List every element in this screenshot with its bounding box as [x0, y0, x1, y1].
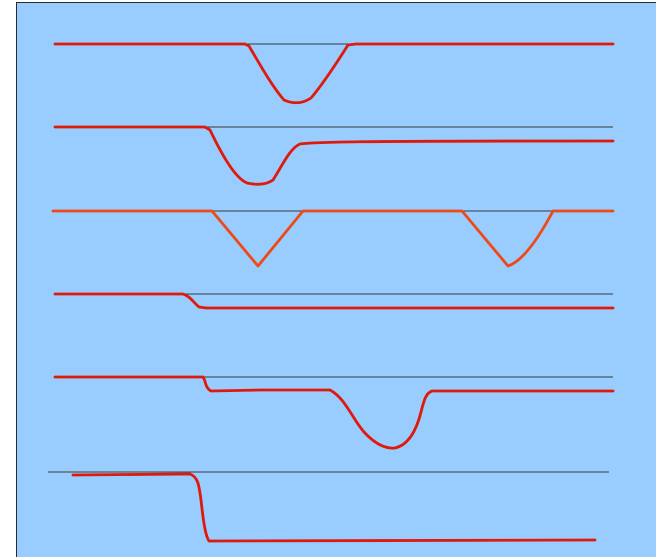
large-step-trace: [71, 472, 597, 543]
traces-layer: [51, 42, 615, 543]
step-then-dip-trace: [53, 375, 615, 450]
diagram-background: [17, 3, 656, 557]
diagram-frame: [16, 2, 656, 557]
small-step-trace: [53, 292, 615, 310]
double-dip-trace: [51, 209, 615, 268]
dip-with-offset-trace: [53, 125, 615, 186]
symmetric-dip-trace: [53, 42, 615, 105]
